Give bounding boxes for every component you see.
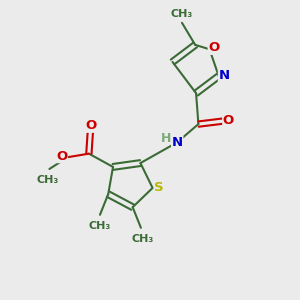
Text: O: O (56, 149, 68, 163)
Text: O: O (223, 114, 234, 127)
Text: CH₃: CH₃ (37, 175, 59, 185)
Text: S: S (154, 181, 164, 194)
Text: CH₃: CH₃ (131, 234, 154, 244)
Text: N: N (172, 136, 183, 149)
Text: O: O (85, 119, 97, 132)
Text: CH₃: CH₃ (171, 9, 193, 19)
Text: H: H (161, 132, 171, 145)
Text: CH₃: CH₃ (89, 221, 111, 231)
Text: O: O (208, 41, 220, 54)
Text: N: N (218, 69, 230, 82)
